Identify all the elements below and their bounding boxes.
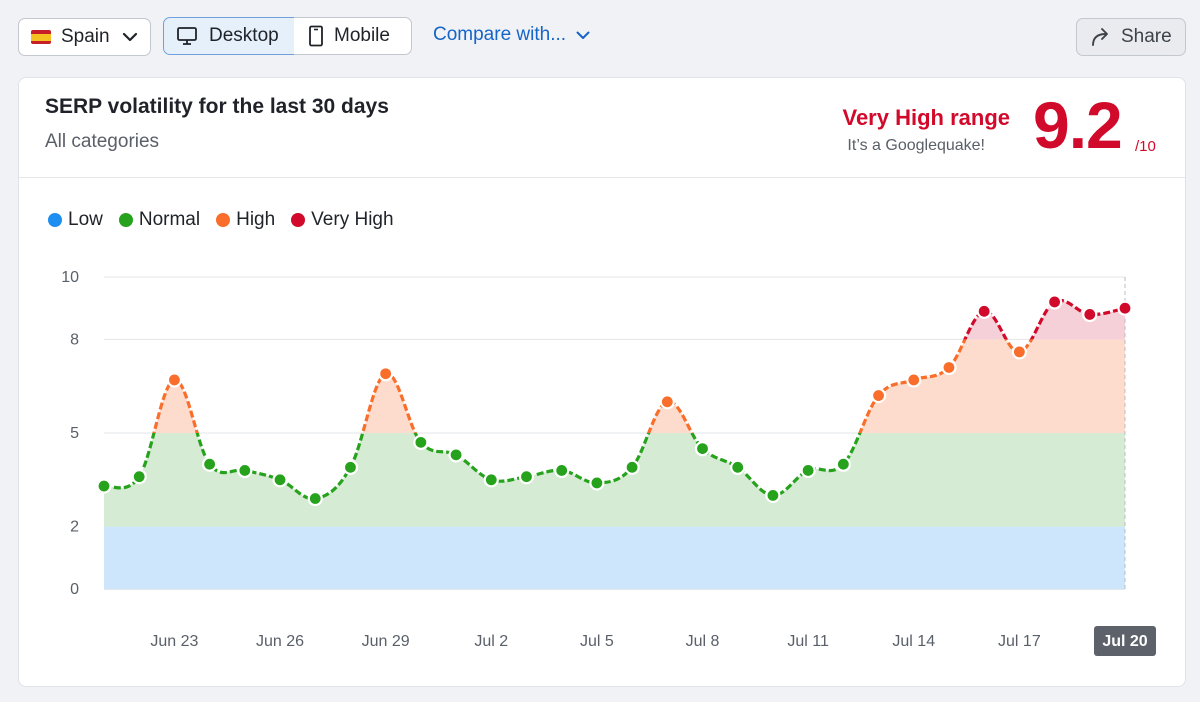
- y-tick-label: 5: [70, 425, 79, 442]
- x-tick-label: Jun 29: [362, 633, 410, 650]
- compare-with-dropdown[interactable]: Compare with...: [433, 24, 590, 46]
- line-normal: [103, 433, 862, 501]
- chevron-down-icon: [122, 32, 138, 42]
- legend-dot-normal: [118, 213, 133, 227]
- chevron-down-icon: [576, 31, 590, 40]
- chart-legend: Low Normal High Very High: [48, 209, 394, 231]
- x-tick-label: Jul 20: [1102, 633, 1147, 650]
- x-tick-label: Jul 17: [998, 633, 1041, 650]
- data-point: [483, 472, 499, 488]
- data-point: [941, 359, 957, 376]
- data-point: [1046, 294, 1063, 310]
- compare-label: Compare with...: [433, 24, 567, 45]
- x-tick-label: Jul 2: [474, 633, 508, 650]
- mobile-icon: [308, 25, 324, 47]
- share-icon: [1090, 27, 1112, 47]
- device-desktop-tab[interactable]: Desktop: [163, 17, 295, 55]
- data-point: [518, 469, 535, 485]
- data-point: [1117, 300, 1133, 316]
- data-point: [237, 462, 253, 479]
- date-badge: [1094, 626, 1156, 656]
- data-point: [448, 447, 464, 463]
- x-tick-label: Jul 14: [892, 633, 935, 650]
- x-tick-label: Jun 23: [150, 633, 198, 650]
- legend-label-low: Low: [68, 209, 103, 230]
- data-point: [694, 441, 711, 457]
- volatility-score: 9.2: [1033, 88, 1123, 162]
- data-point: [589, 475, 605, 491]
- x-tick-label: Jul 5: [580, 633, 614, 650]
- device-mobile-tab[interactable]: Mobile: [294, 17, 412, 55]
- toolbar: Spain Desktop Mobile Compare with... Sha…: [0, 0, 1200, 76]
- mobile-label: Mobile: [334, 25, 390, 46]
- y-tick-label: 10: [61, 269, 79, 286]
- data-point: [730, 459, 746, 475]
- data-point: [342, 459, 359, 475]
- volatility-chart[interactable]: 0 2 5 8 10 Jun 23 Jun 26 Jun 29 Jul 2 Jul 5 Jul 8 J…: [19, 78, 1185, 686]
- band-high: [104, 339, 1125, 433]
- x-tick-label: Jun 26: [256, 633, 304, 650]
- y-tick-label: 0: [70, 581, 79, 598]
- data-point: [870, 387, 887, 404]
- data-point: [166, 372, 183, 388]
- legend-item-high[interactable]: High: [216, 209, 275, 231]
- legend-label-high: High: [236, 209, 276, 230]
- data-point: [131, 469, 147, 485]
- data-point: [1011, 344, 1027, 360]
- data-point: [202, 456, 218, 472]
- country-select[interactable]: Spain: [18, 18, 151, 56]
- desktop-icon: [176, 26, 198, 46]
- desktop-label: Desktop: [209, 25, 279, 46]
- data-point: [659, 394, 675, 410]
- data-point: [624, 459, 640, 475]
- legend-item-very-high[interactable]: Very High: [291, 209, 394, 231]
- card-header: SERP volatility for the last 30 days All…: [19, 78, 1185, 178]
- range-label: Very High range: [842, 105, 1010, 130]
- serp-volatility-card: SERP volatility for the last 30 days All…: [18, 77, 1186, 687]
- legend-dot-very-high: [291, 213, 306, 227]
- x-tick-label: Jul 8: [686, 633, 720, 650]
- data-point: [906, 372, 922, 388]
- range-note: It’s a Googlequake!: [847, 137, 985, 154]
- category-filter[interactable]: All categories: [45, 131, 160, 152]
- data-point: [413, 434, 429, 450]
- share-label: Share: [1121, 26, 1172, 47]
- legend-item-low[interactable]: Low: [48, 209, 103, 231]
- data-point: [1082, 306, 1098, 323]
- legend-dot-low: [48, 213, 62, 227]
- data-point: [835, 456, 851, 472]
- data-point: [765, 487, 781, 503]
- spain-flag-icon: [31, 30, 51, 44]
- country-label: Spain: [61, 26, 110, 47]
- band-low: [104, 526, 1125, 589]
- data-point: [800, 462, 816, 479]
- legend-label-very-high: Very High: [311, 209, 394, 230]
- y-tick-label: 8: [70, 331, 79, 348]
- legend-item-normal[interactable]: Normal: [118, 209, 201, 231]
- data-point: [272, 472, 288, 488]
- legend-dot-high: [216, 213, 231, 227]
- data-point: [554, 462, 570, 479]
- band-very-high: [104, 300, 1125, 340]
- volatility-score-max: /10: [1135, 138, 1156, 155]
- data-point: [96, 478, 112, 494]
- x-tick-label: Jul 11: [787, 633, 829, 650]
- data-point: [307, 490, 323, 507]
- data-point: [976, 303, 992, 319]
- legend-label-normal: Normal: [138, 209, 201, 230]
- share-button[interactable]: Share: [1076, 18, 1186, 56]
- y-tick-label: 2: [70, 519, 79, 536]
- data-point: [378, 366, 394, 382]
- card-title: SERP volatility for the last 30 days: [45, 95, 389, 118]
